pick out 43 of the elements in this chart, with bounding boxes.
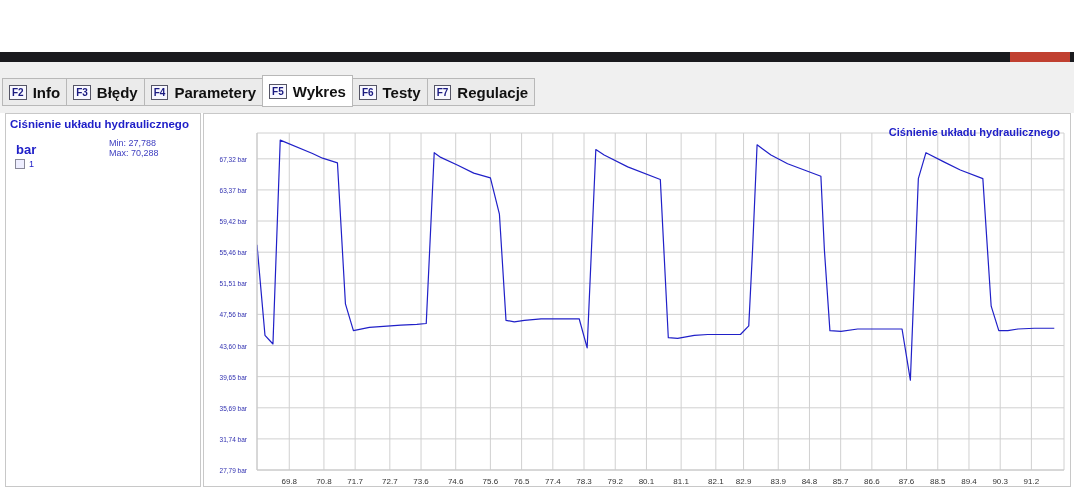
x-tick-label: 90,3 xyxy=(992,476,1009,486)
text: F5 xyxy=(269,83,287,99)
text: 1 xyxy=(29,159,35,169)
x-tick-label: 87,6 xyxy=(898,476,915,486)
x-tick-label: 69,8 xyxy=(281,476,298,486)
line-series xyxy=(257,139,1055,381)
x-tick-label: 86,6 xyxy=(864,476,881,486)
text: F4 xyxy=(150,84,169,100)
text: F6 xyxy=(358,84,377,100)
x-tick-label: 78,3 xyxy=(576,476,593,486)
text: Regulacje xyxy=(457,83,529,101)
x-tick-label: 79,2 xyxy=(607,476,624,486)
x-tick-label: 77,4 xyxy=(545,476,562,486)
x-tick-label: 71,7 xyxy=(347,476,364,486)
x-tick-label: 89,4 xyxy=(961,476,978,486)
x-tick-label: 80,1 xyxy=(638,476,655,486)
x-tick-label: 75,6 xyxy=(482,476,499,486)
x-tick-label: 72,7 xyxy=(382,476,399,486)
text: Wykres xyxy=(292,82,346,100)
x-tick-label: 85,7 xyxy=(832,476,849,486)
text: bar xyxy=(16,142,37,157)
x-tick-label: 81,1 xyxy=(673,476,690,486)
x-tick-label: 88,5 xyxy=(929,476,947,486)
text: Parametery xyxy=(174,83,257,101)
text: Ciśnienie układu hydraulicznego xyxy=(888,126,1060,138)
x-tick-label: 84,8 xyxy=(801,476,818,486)
x-tick-label: 82,1 xyxy=(708,476,725,486)
text: F2 xyxy=(9,84,27,100)
x-tick-label: 76,5 xyxy=(513,476,530,486)
text: F7 xyxy=(433,84,452,100)
text: Min: 27,788 xyxy=(109,138,158,148)
x-tick-label: 91,2 xyxy=(1023,476,1040,486)
text: Info xyxy=(32,83,61,101)
text: Ciśnienie układu hydraulicznego xyxy=(10,118,189,130)
text: Błędy xyxy=(96,83,138,101)
x-tick-label: 73,6 xyxy=(413,476,430,486)
x-tick-label: 82,9 xyxy=(735,476,752,486)
text: Max: 70,288 xyxy=(109,148,159,158)
x-tick-label: 83,9 xyxy=(770,476,787,486)
x-tick-label: 74,6 xyxy=(447,476,465,486)
x-tick-label: 70,8 xyxy=(316,476,333,486)
text: F3 xyxy=(73,84,91,100)
text: Testy xyxy=(382,83,421,101)
